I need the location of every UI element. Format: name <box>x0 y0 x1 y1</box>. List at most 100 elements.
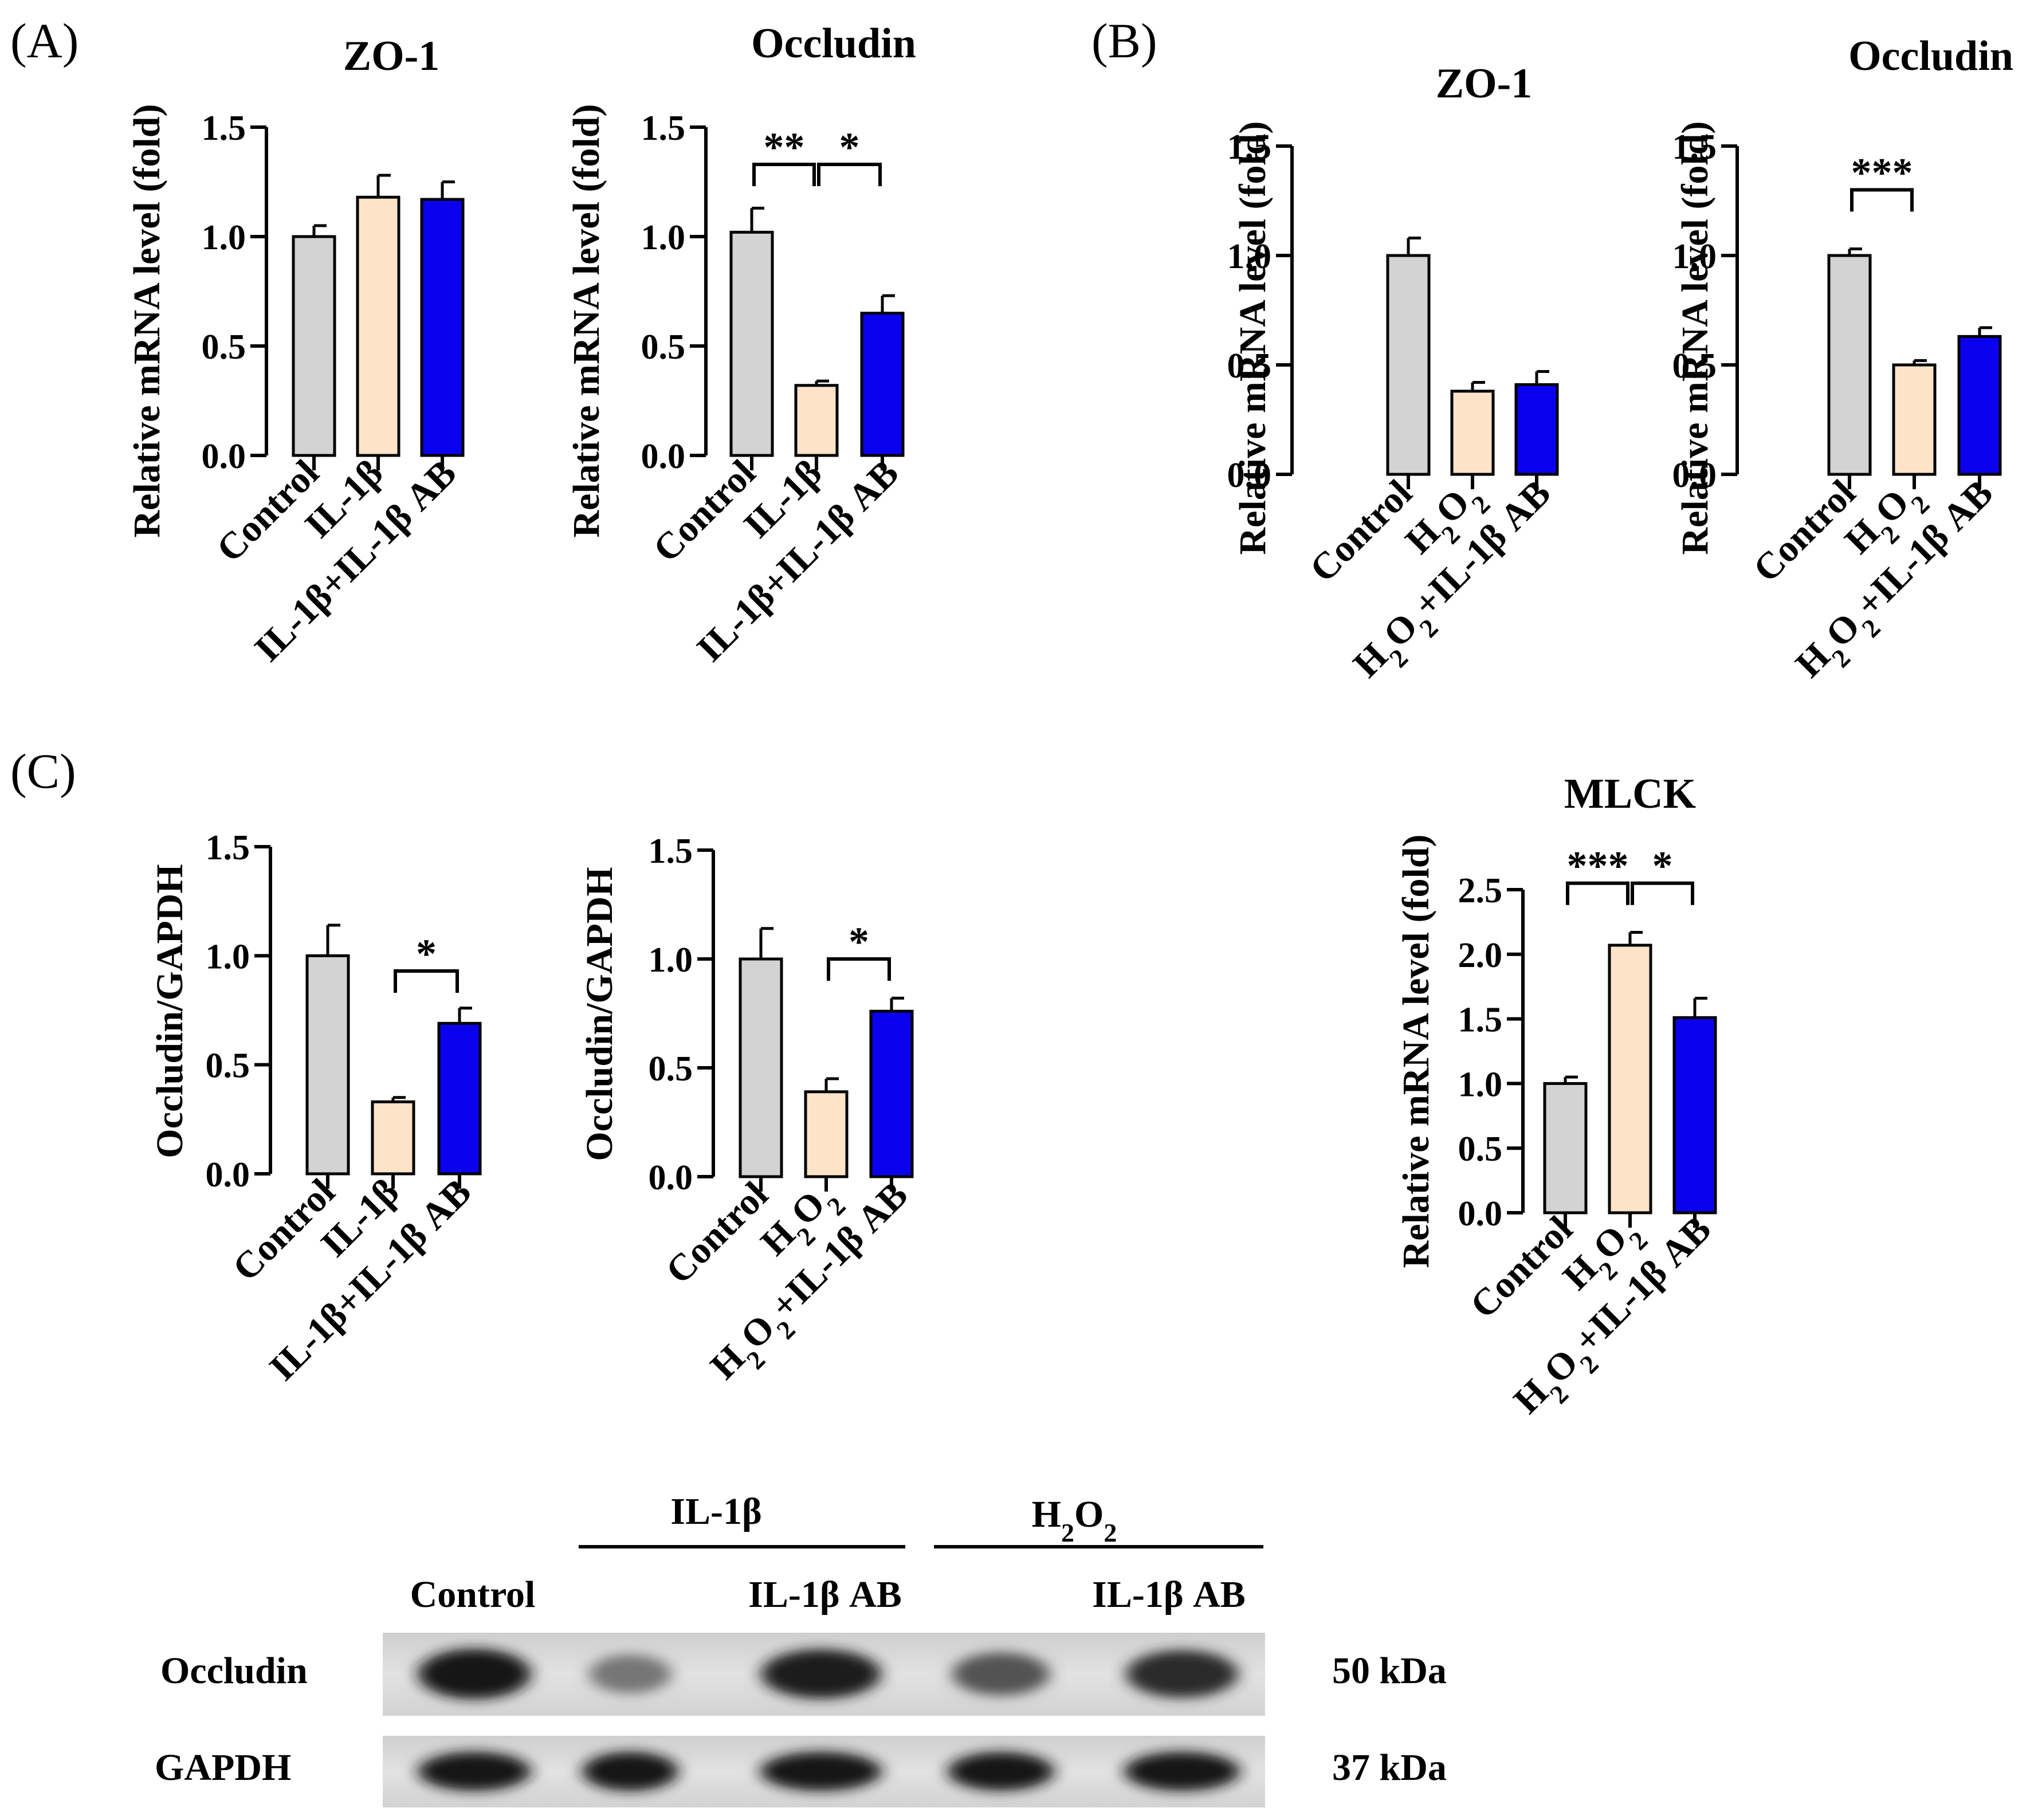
significance-label-0: *** <box>1567 843 1629 889</box>
y-tick-label: 1.0 <box>1458 1065 1503 1104</box>
y-axis-label: Occludin/GAPDH <box>149 864 191 1158</box>
chart-title: MLCK <box>1564 771 1696 817</box>
bar-1 <box>356 195 400 457</box>
y-tick-label: 1.0 <box>1672 237 1717 276</box>
significance-label-0: * <box>416 931 437 977</box>
chart-a-zo1: ZO-1 Relative mRNA level (fold) 0.0 0.5 1.0 1… <box>126 33 465 670</box>
blot-protein-occludin: Occludin <box>160 1650 308 1692</box>
y-tick-label: 0.0 <box>202 437 246 476</box>
significance-bracket-0 <box>752 162 816 186</box>
bar-2 <box>869 1009 914 1178</box>
blot-band-0-3 <box>952 1652 1050 1696</box>
blot-size-occludin: 50 kDa <box>1332 1650 1447 1692</box>
chart-c-h2o2: Occludin/GAPDH0.00.51.01.5ControlH2O2H2O… <box>579 832 916 1387</box>
y-tick-label: 2.0 <box>1458 936 1503 975</box>
y-axis-label: Relative mRNA level (fold) <box>1232 121 1274 555</box>
bar-0 <box>1386 254 1431 476</box>
chart-title: Occludin <box>751 20 916 67</box>
bar-1 <box>804 1090 849 1178</box>
bar-2 <box>420 198 465 457</box>
chart-c-il1b: Occludin/GAPDH0.00.51.01.5ControlIL-1βIL… <box>149 828 482 1389</box>
western-blot: IL-1β H2O2 Control IL-1β AB IL-1β AB Occ… <box>155 1491 1447 1807</box>
y-tick-label: 0.0 <box>641 437 686 476</box>
panel-label-b: (B) <box>1091 13 1157 68</box>
bar-2 <box>1957 335 2002 476</box>
y-axis-label: Relative mRNA level (fold) <box>1395 835 1437 1268</box>
panel-label-c: (C) <box>10 744 76 799</box>
blot-band-1-1 <box>582 1751 678 1791</box>
y-tick-label: 0.0 <box>1672 456 1717 495</box>
y-tick-label: 1.0 <box>649 941 693 980</box>
y-tick-label: 1.0 <box>641 218 686 257</box>
blot-band-1-4 <box>1124 1751 1240 1791</box>
y-tick-label: 1.0 <box>1227 237 1272 276</box>
bar-1 <box>371 1100 415 1176</box>
significance-bracket-0 <box>827 957 891 981</box>
y-tick-label: 1.5 <box>1458 1001 1503 1040</box>
significance-label-0: *** <box>1851 150 1913 195</box>
chart-a-occludin: Occludin Relative mRNA level (fold) 0.0 0.5… <box>566 20 916 670</box>
significance-bracket-1 <box>817 162 882 186</box>
bar-0 <box>1827 254 1872 476</box>
y-axis-label: Relative mRNA level (fold) <box>566 104 607 538</box>
chart-title: ZO-1 <box>1436 60 1533 107</box>
blot-band-1-3 <box>947 1752 1055 1791</box>
blot-band-0-2 <box>761 1649 881 1699</box>
y-tick-label: 0.0 <box>1227 456 1272 495</box>
y-tick-label: 0.0 <box>1458 1194 1503 1233</box>
y-tick-label: 0.5 <box>202 328 246 367</box>
blot-protein-gapdh: GAPDH <box>155 1747 291 1788</box>
y-tick-label: 0.5 <box>641 328 686 367</box>
y-tick-label: 1.5 <box>1672 128 1717 167</box>
y-axis-label: Relative mRNA level (fold) <box>126 104 168 538</box>
bar-0 <box>1543 1082 1588 1214</box>
bar-2 <box>1514 383 1559 476</box>
bar-2 <box>1672 1016 1717 1214</box>
lane-label-il1b-ab: IL-1β AB <box>748 1574 902 1615</box>
bar-1 <box>1450 390 1495 476</box>
significance-label-0: ** <box>764 124 805 170</box>
y-tick-label: 0.5 <box>649 1049 693 1088</box>
bar-1 <box>794 384 839 457</box>
chart-b-mlck: MLCK Relative mRNA level (fold) 0.0 0.5 1.0 1… <box>1395 771 1719 1422</box>
y-tick-label: 1.5 <box>649 832 693 871</box>
significance-bracket-0 <box>1566 881 1629 905</box>
panel-label-a: (A) <box>10 13 78 68</box>
y-tick-label: 1.5 <box>202 109 246 148</box>
significance-bracket-0 <box>1850 188 1914 212</box>
y-tick-label: 0.5 <box>1227 347 1272 386</box>
y-axis-label: Occludin/GAPDH <box>579 867 621 1161</box>
bar-0 <box>729 230 774 457</box>
lane-label-h2o2-ab: IL-1β AB <box>1092 1574 1246 1615</box>
significance-bracket-1 <box>1631 881 1694 905</box>
significance-label-1: * <box>1652 843 1673 889</box>
bar-1 <box>1608 944 1652 1214</box>
blot-band-0-0 <box>418 1648 531 1700</box>
chart-title: Occludin <box>1848 33 2013 80</box>
blot-bands <box>418 1648 1240 1791</box>
blot-band-1-0 <box>418 1751 531 1791</box>
bar-0 <box>305 954 350 1176</box>
y-tick-label: 0.0 <box>649 1158 693 1197</box>
y-tick-label: 1.5 <box>206 828 250 867</box>
chart-b-occludin: Occludin Relative mRNA level (fold)0.0 0.5… <box>1672 33 2013 686</box>
y-tick-label: 1.0 <box>206 937 250 976</box>
blot-group-il1b-label: IL-1β <box>670 1491 761 1532</box>
bar-1 <box>1892 363 1937 476</box>
bar-0 <box>292 235 336 457</box>
bar-2 <box>860 312 905 457</box>
y-tick-label: 0.5 <box>1672 347 1717 386</box>
y-tick-label: 1.5 <box>641 109 686 148</box>
chart-b-zo1: ZO-1 Relative mRNA level (fold)0.0 0.5 1.0 1… <box>1227 60 1559 686</box>
blot-size-gapdh: 37 kDa <box>1332 1747 1447 1788</box>
bar-0 <box>739 957 783 1178</box>
significance-label-1: * <box>839 124 860 170</box>
blot-band-1-2 <box>760 1751 882 1791</box>
lane-label-control: Control <box>410 1574 536 1615</box>
y-tick-label: 1.0 <box>202 218 246 257</box>
blot-group-h2o2-label: H2O2 <box>1032 1493 1117 1547</box>
y-tick-label: 0.5 <box>1458 1130 1503 1169</box>
significance-bracket-0 <box>394 969 459 993</box>
blot-band-0-1 <box>588 1654 672 1694</box>
